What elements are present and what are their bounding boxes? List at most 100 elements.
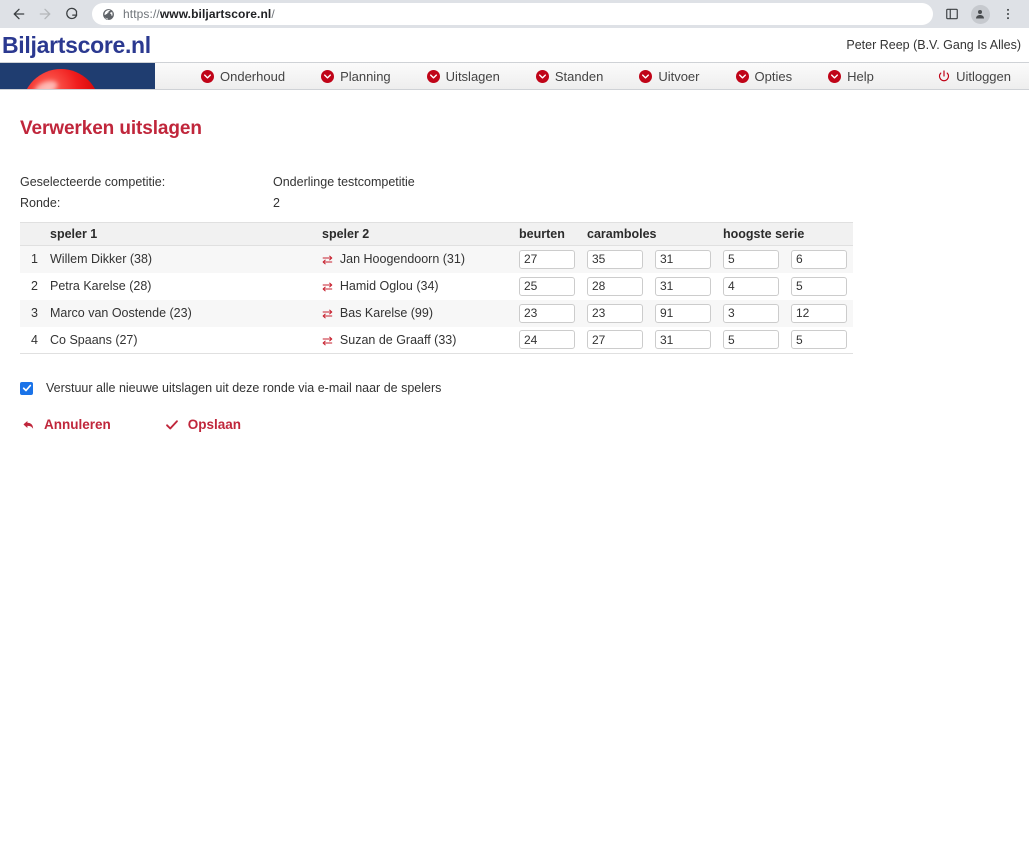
cancel-label: Annuleren (44, 417, 111, 432)
site-logo-text[interactable]: Biljartscore.nl (2, 31, 151, 58)
chevron-down-circle-icon (639, 69, 653, 83)
cell-caramboles-p2 (649, 326, 717, 354)
three-dot-menu-icon[interactable] (995, 1, 1021, 27)
input-serie-p1[interactable] (723, 249, 779, 269)
input-serie-p2[interactable] (791, 303, 847, 323)
cell-beurten (513, 326, 581, 354)
input-caramboles-p1[interactable] (587, 249, 643, 269)
save-button[interactable]: Opslaan (165, 417, 241, 432)
swap-arrows-icon[interactable]: ⇄ (322, 332, 333, 348)
reload-icon[interactable] (58, 1, 84, 27)
cell-serie-p1 (717, 273, 785, 300)
meta-row-competition: Geselecteerde competitie: Onderlinge tes… (20, 172, 1009, 193)
nav-item-uitvoer[interactable]: Uitvoer (621, 63, 717, 89)
input-caramboles-p1[interactable] (587, 303, 643, 323)
row-player2: Jan Hoogendoorn (31) (339, 252, 465, 267)
row-player2-cell: ⇄ Suzan de Graaff (33) (316, 326, 513, 354)
row-player1: Co Spaans (27) (44, 326, 316, 354)
page-content: Verwerken uitslagen Geselecteerde compet… (0, 118, 1029, 432)
nav-item-uitslagen[interactable]: Uitslagen (409, 63, 518, 89)
row-index: 1 (31, 252, 38, 267)
browser-action-icons (939, 1, 1023, 27)
url-text: https://www.biljartscore.nl/ (123, 7, 275, 21)
input-beurten[interactable] (519, 303, 575, 323)
table-row: 4 Co Spaans (27) ⇄ Suzan de Graaff (33) (20, 326, 853, 354)
cell-beurten (513, 246, 581, 273)
nav-right: Uitloggen (927, 63, 1029, 89)
logout-button[interactable]: Uitloggen (927, 63, 1021, 89)
nav-item-label: Onderhoud (220, 68, 286, 84)
swap-arrows-icon[interactable]: ⇄ (322, 279, 333, 294)
row-player2: Hamid Oglou (34) (339, 279, 439, 293)
nav-item-onderhoud[interactable]: Onderhoud (183, 63, 303, 89)
cell-serie-p2 (785, 246, 853, 273)
nav-item-label: Planning (340, 68, 391, 84)
globe-icon (102, 8, 115, 21)
round-label: Ronde: (20, 196, 61, 210)
table-row: 2 Petra Karelse (28) ⇄ Hamid Oglou (34) (20, 272, 853, 300)
cell-caramboles-p2 (649, 300, 717, 327)
address-bar[interactable]: https://www.biljartscore.nl/ (92, 3, 933, 25)
input-serie-p1[interactable] (723, 276, 779, 296)
cell-caramboles-p2 (649, 273, 717, 300)
swap-arrows-icon[interactable]: ⇄ (322, 306, 333, 321)
billiard-ball-logo (0, 63, 155, 89)
row-player1: Willem Dikker (38) (50, 252, 153, 267)
header-beurten: beurten (513, 222, 581, 246)
email-checkbox-label[interactable]: Verstuur alle nieuwe uitslagen uit deze … (46, 381, 442, 395)
input-serie-p2[interactable] (791, 276, 847, 296)
input-caramboles-p2[interactable] (655, 249, 711, 269)
input-beurten[interactable] (519, 249, 575, 269)
nav-item-label: Help (847, 68, 874, 84)
row-index: 3 (31, 306, 38, 320)
logout-label: Uitloggen (956, 68, 1011, 84)
cell-serie-p1 (717, 326, 785, 354)
nav-item-opties[interactable]: Opties (718, 63, 811, 89)
chevron-down-circle-icon (321, 69, 335, 83)
nav-item-planning[interactable]: Planning (303, 63, 409, 89)
input-beurten[interactable] (519, 330, 575, 350)
back-arrow-icon[interactable] (6, 1, 32, 27)
input-caramboles-p2[interactable] (655, 303, 711, 323)
checkmark-icon (165, 418, 179, 432)
results-table: speler 1 speler 2 beurten caramboles hoo… (20, 222, 853, 354)
cell-beurten (513, 273, 581, 300)
cell-serie-p1 (717, 300, 785, 327)
header-player1: speler 1 (44, 222, 316, 246)
swap-arrows-icon[interactable]: ⇄ (322, 252, 333, 268)
input-caramboles-p2[interactable] (655, 276, 711, 296)
input-beurten[interactable] (519, 276, 575, 296)
nav-item-help[interactable]: Help (810, 63, 892, 89)
row-player2: Bas Karelse (99) (339, 306, 434, 320)
cancel-button[interactable]: Annuleren (22, 417, 111, 432)
avatar (970, 4, 990, 24)
nav-item-standen[interactable]: Standen (518, 63, 621, 89)
cell-serie-p2 (785, 273, 853, 300)
side-panel-icon[interactable] (939, 1, 965, 27)
logged-in-user: Peter Reep (B.V. Gang Is Alles) (846, 38, 1021, 52)
email-checkbox[interactable] (20, 381, 33, 395)
url-path: / (271, 7, 275, 21)
cell-beurten (513, 300, 581, 327)
cell-serie-p2 (785, 326, 853, 354)
input-serie-p1[interactable] (723, 330, 779, 350)
input-serie-p2[interactable] (791, 249, 847, 269)
header-player2: speler 2 (316, 222, 513, 246)
nav-item-label: Standen (554, 68, 604, 84)
table-header-row: speler 1 speler 2 beurten caramboles hoo… (20, 222, 853, 246)
forward-arrow-icon[interactable] (32, 1, 58, 27)
cell-serie-p1 (717, 246, 785, 273)
input-serie-p1[interactable] (723, 303, 779, 323)
input-caramboles-p1[interactable] (587, 330, 643, 350)
input-caramboles-p2[interactable] (655, 330, 711, 350)
url-host: www.biljartscore.nl (159, 7, 272, 21)
input-caramboles-p1[interactable] (587, 276, 643, 296)
cell-caramboles-p1 (581, 300, 649, 327)
header-index (20, 222, 44, 246)
header-caramboles: caramboles (581, 222, 717, 246)
cell-caramboles-p2 (649, 246, 717, 273)
profile-avatar-icon[interactable] (967, 1, 993, 27)
cell-caramboles-p1 (581, 273, 649, 300)
row-player2-cell: ⇄ Hamid Oglou (34) (316, 273, 513, 300)
input-serie-p2[interactable] (791, 330, 847, 350)
